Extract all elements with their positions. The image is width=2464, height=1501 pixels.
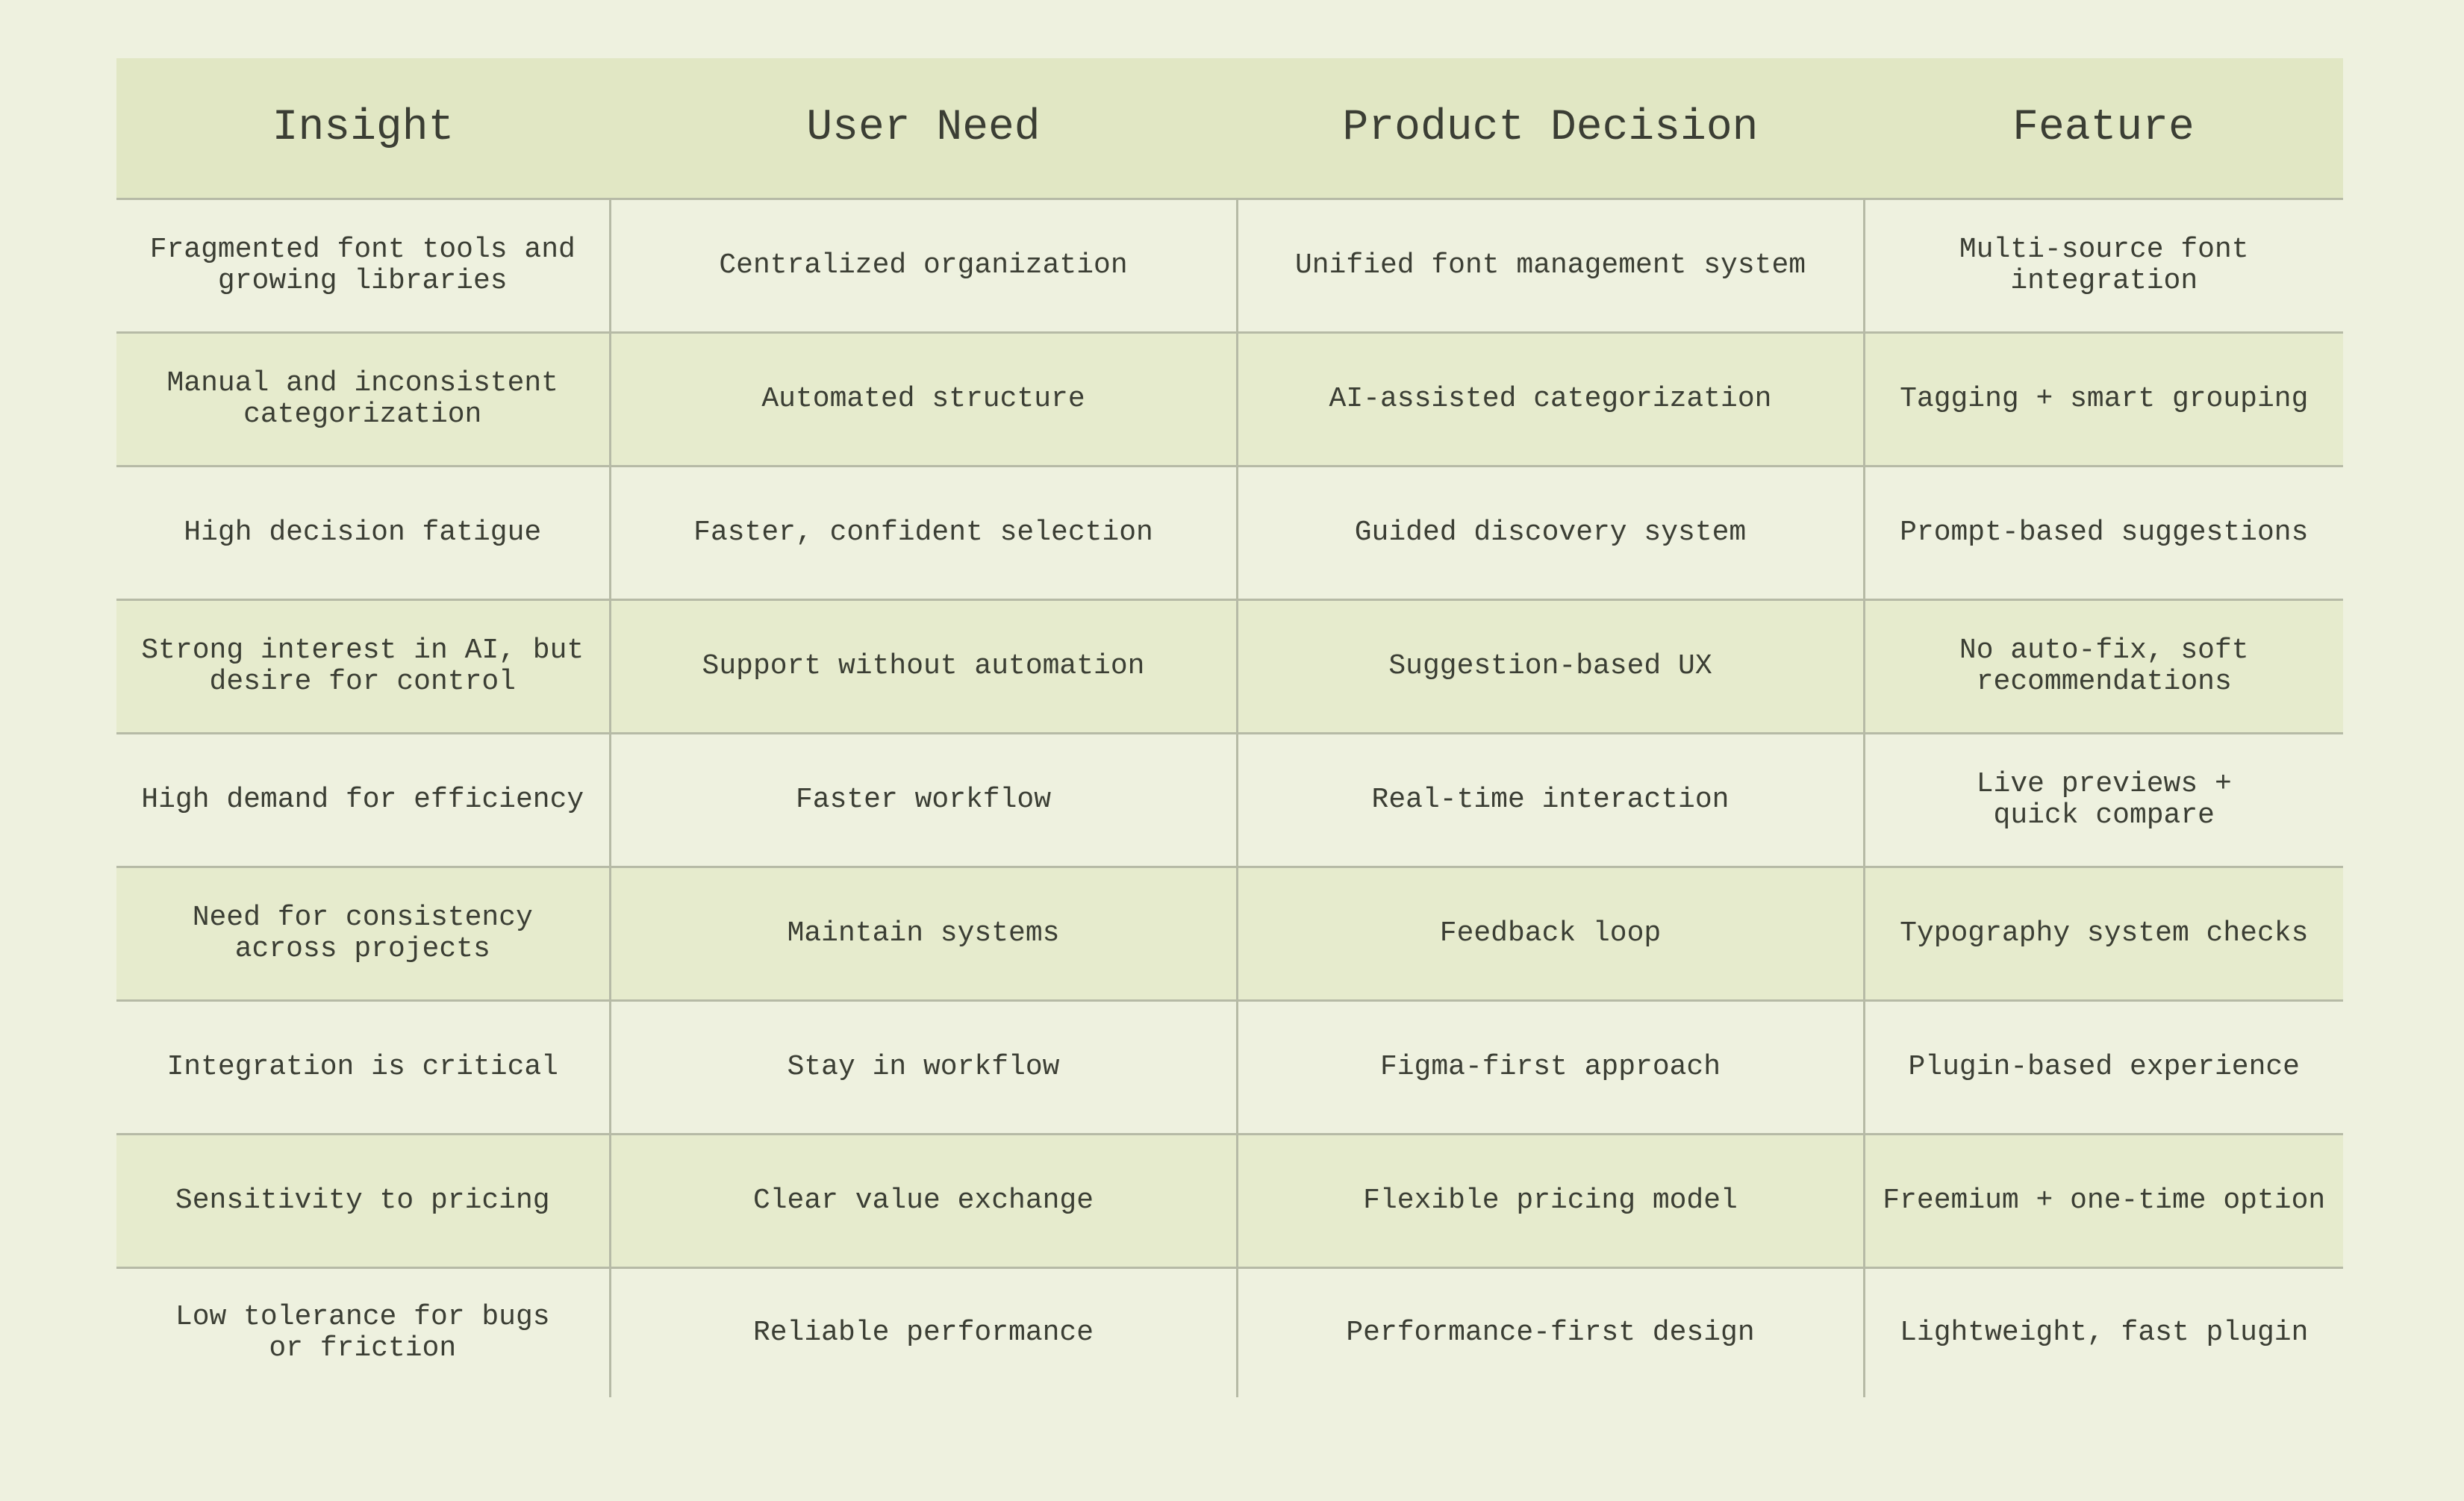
table-cell: Live previews + quick compare — [1862, 733, 2343, 868]
table-cell: Low tolerance for bugs or friction — [175, 1301, 550, 1364]
table-row: Sensitivity to pricing Clear value exchan… — [116, 1134, 2343, 1269]
insight-table: Insight User Need Product Decision Feature … — [116, 58, 2343, 1397]
table-cell: Feedback loop — [1235, 867, 1864, 1002]
table-container: Insight User Need Product Decision Feature … — [116, 58, 2343, 1397]
table-row: Need for consistency across projects Main… — [116, 867, 2343, 1002]
table-cell: Suggestion-based UX — [1235, 599, 1864, 734]
table-cell: Freemium + one-time option — [1862, 1134, 2343, 1269]
table-cell: Maintain systems — [608, 867, 1237, 1002]
table-cell: Clear value exchange — [608, 1134, 1237, 1269]
table-row: Low tolerance for bugs or friction Reliab… — [116, 1267, 2343, 1397]
table-row: Strong interest in AI, but desire for co… — [116, 599, 2343, 734]
table-cell: Need for consistency across projects — [116, 867, 610, 1002]
table-row: Integration is critical Stay in workflow F… — [116, 1000, 2343, 1135]
table-cell: Sensitivity to pricing — [116, 1134, 610, 1269]
table-cell: Faster, confident selection — [608, 466, 1237, 601]
table-cell: Unified font management system — [1235, 199, 1864, 334]
column-header: Product Decision — [1237, 58, 1864, 200]
table-cell: Strong interest in AI, but desire for co… — [116, 599, 610, 734]
header-row: Insight User Need Product Decision Feature — [116, 58, 2343, 200]
table-row: High decision fatigue Faster, confident s… — [116, 466, 2343, 601]
table-cell: AI-assisted categorization — [1235, 332, 1864, 467]
table-cell: Figma-first approach — [1235, 1000, 1864, 1135]
table-cell: Lightweight, fast plugin — [1862, 1267, 2343, 1397]
table-cell: Guided discovery system — [1235, 466, 1864, 601]
table-cell: Tagging + smart grouping — [1862, 332, 2343, 467]
table-cell: No auto-fix, soft recommendations — [1862, 599, 2343, 734]
column-header: Feature — [1864, 58, 2343, 200]
table-cell: Faster workflow — [608, 733, 1237, 868]
table-cell: Real-time interaction — [1235, 733, 1864, 868]
table-cell: Support without automation — [608, 599, 1237, 734]
table-cell: Plugin-based experience — [1862, 1000, 2343, 1135]
table-row: Manual and inconsistent categorization Au… — [116, 332, 2343, 467]
table-cell: Manual and inconsistent categorization — [116, 332, 610, 467]
column-header: Insight — [116, 58, 610, 200]
column-header: User Need — [610, 58, 1237, 200]
table-cell: Centralized organization — [608, 199, 1237, 334]
table-cell: Typography system checks — [1862, 867, 2343, 1002]
table-cell: Performance-first design — [1235, 1267, 1864, 1397]
table-row: High demand for efficiency Faster workflo… — [116, 733, 2343, 868]
table-cell: Automated structure — [608, 332, 1237, 467]
table-cell: Flexible pricing model — [1235, 1134, 1864, 1269]
table-cell: Reliable performance — [608, 1267, 1237, 1397]
table-cell: Fragmented font tools and growing librar… — [116, 199, 610, 334]
table-cell: Integration is critical — [116, 1000, 610, 1135]
table-cell: Stay in workflow — [608, 1000, 1237, 1135]
table-row: Fragmented font tools and growing librar… — [116, 199, 2343, 334]
table-cell: Prompt-based suggestions — [1862, 466, 2343, 601]
table-cell: High demand for efficiency — [116, 733, 610, 868]
table-cell: High decision fatigue — [116, 466, 610, 601]
table-cell: Multi-source font integration — [1862, 199, 2343, 334]
